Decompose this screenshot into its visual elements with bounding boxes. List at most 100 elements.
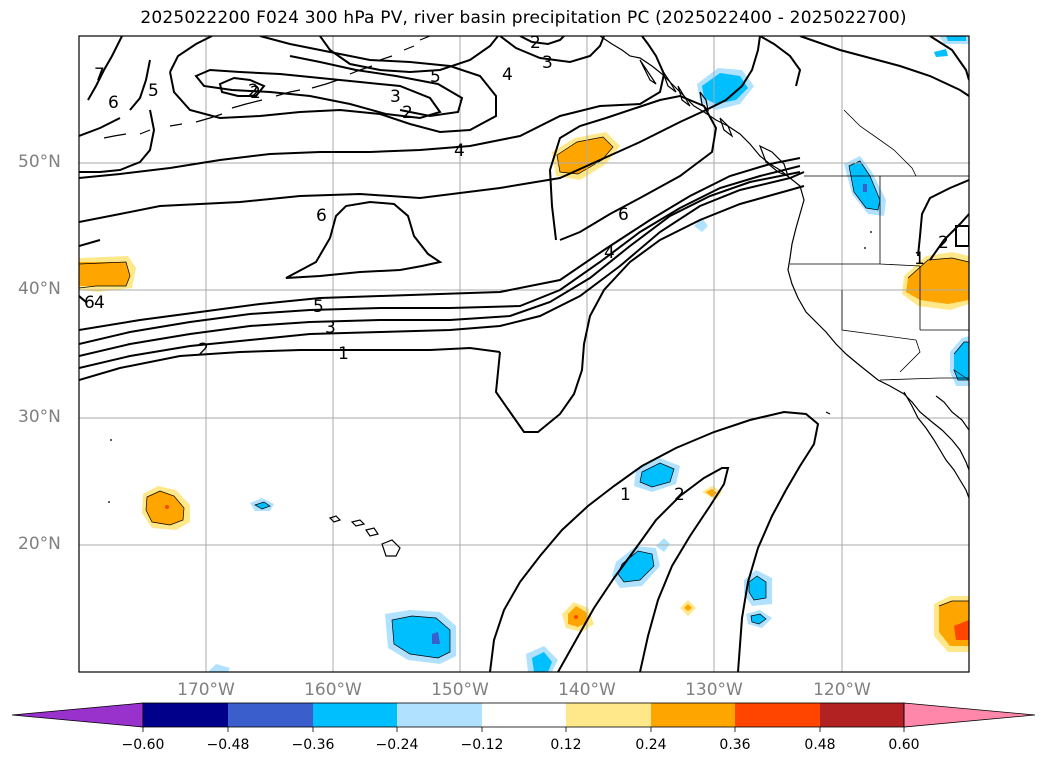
lat-label-30n: 30°N	[18, 407, 61, 427]
contour-label: 4	[502, 65, 513, 85]
precip-fill-positive	[684, 604, 692, 611]
state-borders-west	[790, 176, 969, 381]
lon-label-150w: 150°W	[431, 680, 489, 700]
graticule	[79, 36, 969, 672]
precip-fill-negative	[208, 664, 230, 672]
precip-fill-positive	[954, 620, 969, 640]
lon-label-120w: 120°W	[813, 680, 871, 700]
colorbar-tick-label: −0.24	[375, 737, 419, 753]
pv-contour-4-alaska-gulf	[79, 36, 666, 179]
colorbar-tick-label: −0.60	[121, 737, 165, 753]
colorbar-bin	[228, 703, 313, 727]
contour-label: 6	[84, 293, 95, 313]
pv-contour-east-bend	[929, 36, 969, 81]
lat-label-20n: 20°N	[18, 534, 61, 554]
vancouver-island	[758, 144, 789, 178]
contour-label: 5	[148, 81, 159, 101]
pv-contour-west-6b	[79, 295, 87, 303]
colorbar	[11, 702, 1036, 732]
precip-fill-negative	[392, 616, 450, 658]
pv-contour-east-2	[917, 179, 969, 261]
contour-label: 4	[94, 293, 105, 313]
lon-label-130w: 130°W	[685, 680, 743, 700]
precip-fill-negative	[749, 576, 766, 600]
pv-contour-west-edge-6	[79, 59, 156, 173]
precip-fill-negative	[954, 342, 969, 380]
precip-fill-positive	[574, 615, 578, 619]
precip-fill-negative	[532, 652, 552, 672]
pv-contour-3	[79, 171, 801, 357]
colorbar-bin	[820, 703, 904, 727]
colorbar-tick-label: 0.48	[804, 737, 836, 753]
pv-contour-2-inner	[194, 68, 442, 120]
lon-label-170w: 170°W	[177, 680, 235, 700]
precip-fill-positive	[79, 262, 130, 286]
pv-contour-3-inner	[289, 55, 464, 118]
precip-fill-negative	[618, 551, 654, 582]
precip-fill-negative	[863, 184, 867, 192]
pv-contour-subtropical-2	[557, 467, 730, 672]
colorbar-tick-label: 0.60	[888, 737, 920, 753]
colorbar-tick-label: −0.36	[291, 737, 335, 753]
contour-label: 1	[914, 249, 925, 269]
contour-label: 3	[390, 87, 401, 107]
colorbar-tick-label: 0.12	[550, 737, 582, 753]
contour-label: 3	[325, 318, 336, 338]
contour-label: 2	[674, 485, 685, 505]
pv-contour-2-small	[218, 76, 266, 97]
pv-contour-subtropical-1	[489, 410, 820, 672]
contour-label: 2	[248, 81, 259, 101]
pv-contour-3-north	[319, 36, 499, 74]
precip-fill-positive	[557, 137, 613, 174]
pv-contour-north-edge	[499, 36, 605, 64]
lon-label-160w: 160°W	[304, 680, 362, 700]
colorbar-bin	[735, 703, 820, 727]
pv-contour-2	[79, 171, 805, 369]
contour-label: 7	[94, 65, 105, 85]
baja-east-coast	[935, 395, 969, 431]
contour-labels: 1 2 2 3 4 5 6 6 7 5 2 3 4 5 2 3 4 6 4 1 …	[84, 33, 949, 505]
contour-label: 3	[542, 53, 553, 73]
pv-contour-north-edge-2	[519, 36, 565, 46]
pv-contour-west-edge-7	[87, 36, 123, 101]
pv-contours	[79, 36, 969, 672]
colorbar-tick-label: −0.48	[206, 737, 250, 753]
pv-contour-6-closed	[285, 200, 443, 279]
colorbar-extend-high	[903, 702, 1036, 728]
precip-fill-negative	[694, 218, 708, 232]
canada-province-border	[843, 109, 917, 177]
precip-fill-positive	[568, 606, 588, 627]
colorbar-bin	[482, 703, 566, 727]
lat-label-50n: 50°N	[18, 152, 61, 172]
contour-label: 4	[604, 243, 615, 263]
pv-contour-1	[79, 346, 501, 381]
contour-label: 2	[198, 340, 209, 360]
pv-contour-closed-north	[169, 36, 497, 134]
colorbar-bin	[566, 703, 651, 727]
contour-label: 2	[250, 83, 261, 103]
precip-fill-positive	[146, 491, 184, 525]
pv-contour-east-trough	[759, 36, 802, 87]
hawaiian-islands	[328, 515, 401, 557]
contour-label: 5	[313, 297, 324, 317]
colorbar-tick-label: −0.12	[460, 737, 504, 753]
contour-label: 1	[338, 344, 349, 364]
pv-contour-1-jet-dip	[494, 185, 805, 433]
pv-contour-4	[79, 165, 801, 345]
colorbar-bin	[143, 703, 228, 727]
contour-label: 5	[430, 67, 441, 87]
colorbar-tick-label: 0.36	[719, 737, 751, 753]
contour-label: 6	[618, 205, 629, 225]
contour-label: 6	[316, 206, 327, 226]
political-borders	[790, 109, 969, 381]
precip-fill-negative	[934, 49, 948, 57]
pv-contour-east-small	[955, 225, 969, 247]
contour-label: 2	[938, 233, 949, 253]
baja-west-coast	[903, 391, 969, 499]
alaska-panhandle-islands	[639, 59, 734, 138]
map-title: 2025022200 F024 300 hPa PV, river basin …	[140, 8, 907, 28]
colorbar-tick-label: 0.24	[635, 737, 667, 753]
contour-label: 2	[530, 33, 541, 53]
lon-label-140w: 140°W	[558, 680, 616, 700]
